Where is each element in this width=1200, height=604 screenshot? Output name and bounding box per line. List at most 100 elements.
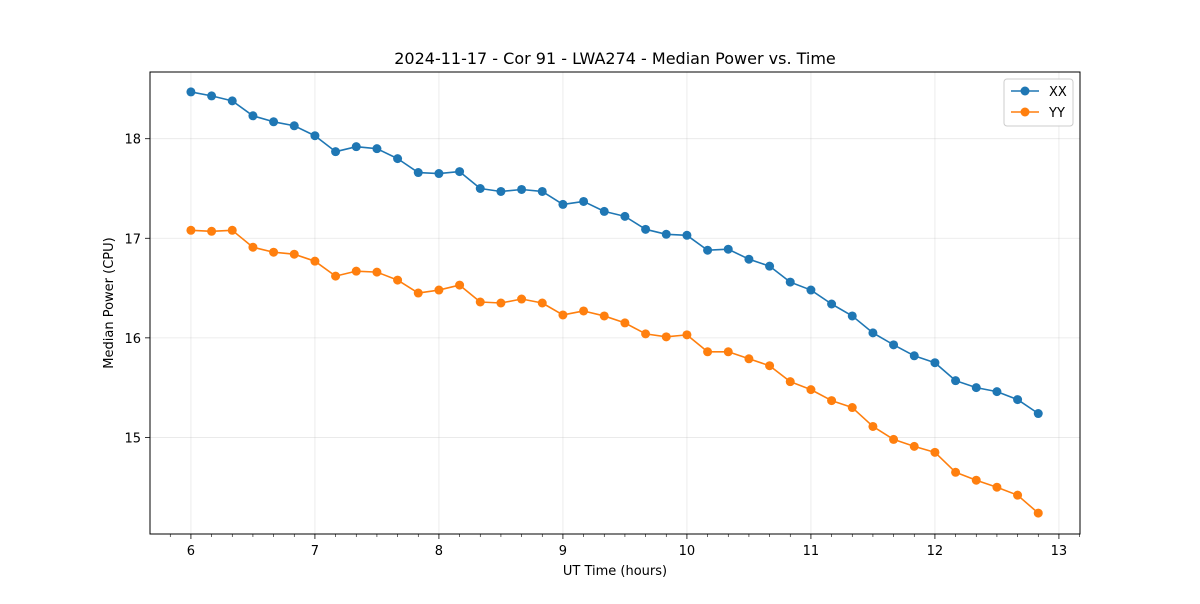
x-tick-label: 9 bbox=[559, 544, 567, 559]
data-point-xx[interactable] bbox=[765, 261, 775, 271]
data-point-yy[interactable] bbox=[331, 271, 341, 281]
data-point-yy[interactable] bbox=[558, 310, 568, 320]
data-point-yy[interactable] bbox=[207, 226, 217, 236]
legend-xx-label: XX bbox=[1049, 85, 1067, 100]
data-point-yy[interactable] bbox=[496, 298, 506, 308]
legend-yy-label: YY bbox=[1048, 106, 1065, 121]
data-point-xx[interactable] bbox=[434, 169, 444, 179]
data-point-xx[interactable] bbox=[1013, 395, 1023, 405]
data-point-yy[interactable] bbox=[1013, 490, 1023, 500]
series-line-xx bbox=[190, 91, 1039, 415]
data-point-xx[interactable] bbox=[496, 186, 506, 196]
data-point-xx[interactable] bbox=[723, 244, 733, 254]
data-point-yy[interactable] bbox=[806, 385, 816, 395]
x-tick-label: 10 bbox=[679, 544, 696, 559]
data-point-xx[interactable] bbox=[599, 206, 609, 216]
data-point-yy[interactable] bbox=[393, 275, 403, 285]
data-point-yy[interactable] bbox=[971, 475, 981, 485]
data-point-xx[interactable] bbox=[744, 254, 754, 264]
y-tick-label: 18 bbox=[124, 133, 141, 148]
data-point-xx[interactable] bbox=[248, 111, 258, 121]
data-point-yy[interactable] bbox=[227, 225, 237, 235]
data-point-xx[interactable] bbox=[620, 211, 630, 221]
series-layer bbox=[186, 87, 1043, 518]
data-point-xx[interactable] bbox=[971, 383, 981, 393]
data-point-yy[interactable] bbox=[930, 447, 940, 457]
data-point-yy[interactable] bbox=[248, 242, 258, 252]
data-point-xx[interactable] bbox=[579, 196, 589, 206]
axis-ticks: 6 7 8 9 10 11 12 13 15 16 17 18 bbox=[124, 133, 1080, 559]
data-point-xx[interactable] bbox=[186, 87, 196, 97]
data-point-xx[interactable] bbox=[992, 387, 1002, 397]
data-point-xx[interactable] bbox=[372, 144, 382, 154]
data-point-xx[interactable] bbox=[413, 168, 423, 178]
data-point-yy[interactable] bbox=[827, 396, 837, 406]
data-point-yy[interactable] bbox=[579, 306, 589, 316]
data-point-yy[interactable] bbox=[434, 285, 444, 295]
data-point-xx[interactable] bbox=[537, 186, 547, 196]
y-tick-label: 15 bbox=[124, 431, 141, 446]
data-point-yy[interactable] bbox=[641, 329, 651, 339]
data-point-yy[interactable] bbox=[537, 298, 547, 308]
data-point-yy[interactable] bbox=[620, 318, 630, 328]
data-point-yy[interactable] bbox=[951, 467, 961, 477]
data-point-xx[interactable] bbox=[517, 184, 527, 194]
data-point-yy[interactable] bbox=[599, 311, 609, 321]
data-point-yy[interactable] bbox=[703, 347, 713, 357]
data-point-xx[interactable] bbox=[827, 299, 837, 309]
data-point-xx[interactable] bbox=[785, 277, 795, 287]
legend-yy-marker bbox=[1020, 107, 1030, 117]
data-point-yy[interactable] bbox=[868, 421, 878, 431]
data-point-xx[interactable] bbox=[682, 230, 692, 240]
data-point-yy[interactable] bbox=[992, 482, 1002, 492]
data-point-yy[interactable] bbox=[289, 249, 299, 259]
data-point-xx[interactable] bbox=[207, 91, 217, 101]
data-point-yy[interactable] bbox=[682, 330, 692, 340]
data-point-xx[interactable] bbox=[661, 229, 671, 239]
data-point-xx[interactable] bbox=[806, 285, 816, 295]
data-point-yy[interactable] bbox=[661, 332, 671, 342]
data-point-xx[interactable] bbox=[310, 131, 320, 141]
data-point-yy[interactable] bbox=[847, 403, 857, 413]
data-point-xx[interactable] bbox=[951, 376, 961, 386]
data-point-yy[interactable] bbox=[186, 225, 196, 235]
data-point-xx[interactable] bbox=[455, 167, 465, 177]
data-point-yy[interactable] bbox=[889, 434, 899, 444]
data-point-yy[interactable] bbox=[909, 441, 919, 451]
data-point-xx[interactable] bbox=[641, 224, 651, 234]
data-point-yy[interactable] bbox=[744, 354, 754, 364]
data-point-xx[interactable] bbox=[703, 245, 713, 255]
legend-entry-xx[interactable]: XX bbox=[1011, 85, 1067, 100]
legend[interactable]: XX YY bbox=[1003, 78, 1074, 127]
data-point-yy[interactable] bbox=[1033, 508, 1043, 518]
legend-entry-yy[interactable]: YY bbox=[1011, 106, 1065, 121]
data-point-xx[interactable] bbox=[558, 199, 568, 209]
data-point-yy[interactable] bbox=[723, 347, 733, 357]
chart-title: 2024-11-17 - Cor 91 - LWA274 - Median Po… bbox=[394, 49, 836, 68]
data-point-xx[interactable] bbox=[868, 328, 878, 338]
data-point-xx[interactable] bbox=[393, 154, 403, 164]
data-point-xx[interactable] bbox=[847, 311, 857, 321]
data-point-xx[interactable] bbox=[331, 147, 341, 157]
data-point-yy[interactable] bbox=[269, 247, 279, 257]
data-point-yy[interactable] bbox=[372, 267, 382, 277]
data-point-xx[interactable] bbox=[930, 358, 940, 368]
data-point-xx[interactable] bbox=[289, 121, 299, 131]
data-point-yy[interactable] bbox=[475, 297, 485, 307]
data-point-xx[interactable] bbox=[889, 340, 899, 350]
data-point-xx[interactable] bbox=[227, 96, 237, 106]
data-point-xx[interactable] bbox=[269, 117, 279, 127]
data-point-yy[interactable] bbox=[517, 294, 527, 304]
data-point-yy[interactable] bbox=[785, 377, 795, 387]
data-point-xx[interactable] bbox=[909, 351, 919, 361]
data-point-yy[interactable] bbox=[413, 288, 423, 298]
data-point-xx[interactable] bbox=[1033, 409, 1043, 419]
data-point-yy[interactable] bbox=[351, 266, 361, 276]
data-point-yy[interactable] bbox=[765, 361, 775, 371]
data-point-yy[interactable] bbox=[455, 280, 465, 290]
data-point-xx[interactable] bbox=[351, 142, 361, 152]
data-point-xx[interactable] bbox=[475, 184, 485, 193]
data-point-yy[interactable] bbox=[310, 256, 320, 266]
y-tick-label: 16 bbox=[124, 332, 141, 347]
